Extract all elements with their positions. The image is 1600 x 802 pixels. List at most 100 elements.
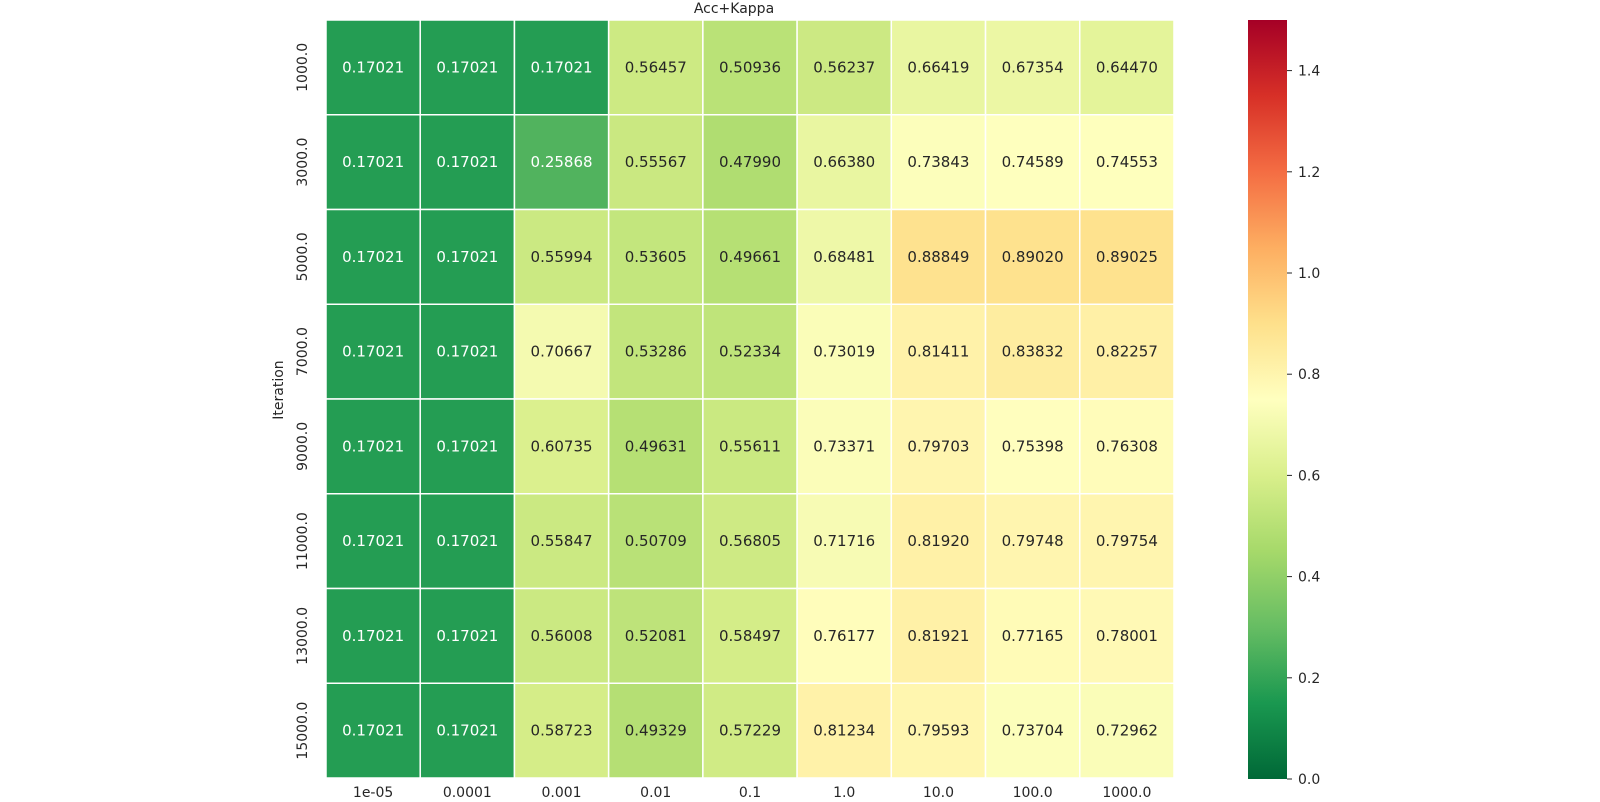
heatmap-cell-r6-c1 [419, 587, 516, 684]
cell-value-r4-c8: 0.76308 [1096, 437, 1158, 455]
cell-value-r2-c0: 0.17021 [342, 248, 404, 266]
cell-value-r7-c5: 0.81234 [813, 722, 875, 740]
heatmap-cell-r4-c2 [513, 398, 610, 495]
heatmap-cell-r7-c3 [607, 682, 704, 779]
heatmap-cell-r7-c5 [796, 682, 893, 779]
cell-value-r7-c8: 0.72962 [1096, 722, 1158, 740]
cell-value-r3-c8: 0.82257 [1096, 343, 1158, 361]
cell-value-r6-c7: 0.77165 [1002, 627, 1064, 645]
heatmap-cell-r7-c6 [890, 682, 987, 779]
heatmap-cell-r1-c7 [984, 114, 1081, 211]
cell-value-r3-c2: 0.70667 [531, 343, 593, 361]
cell-value-r0-c4: 0.50936 [719, 58, 781, 76]
y-tick-label-1: 3000.0 [295, 138, 311, 187]
cell-value-r3-c4: 0.52334 [719, 343, 781, 361]
heatmap-cell-r1-c6 [890, 114, 987, 211]
cell-value-r1-c5: 0.66380 [813, 153, 875, 171]
heatmap-cell-r3-c0 [325, 303, 421, 400]
y-axis-label: Iteration [271, 360, 287, 419]
cell-value-r0-c0: 0.17021 [342, 58, 404, 76]
heatmap-cell-r2-c0 [325, 208, 421, 305]
cell-value-r0-c3: 0.56457 [625, 58, 687, 76]
y-tick-label-0: 1000.0 [295, 43, 311, 92]
heatmap-cell-r3-c1 [419, 303, 516, 400]
heatmap-cell-r7-c0 [325, 682, 421, 779]
colorbar [1248, 20, 1287, 779]
colorbar-tick-label-0: 0.0 [1298, 772, 1320, 788]
heatmap-cell-r2-c1 [419, 208, 516, 305]
heatmap-cell-r4-c0 [325, 398, 421, 495]
cell-value-r2-c8: 0.89025 [1096, 248, 1158, 266]
cell-value-r3-c7: 0.83832 [1002, 343, 1064, 361]
colorbar-tick-label-2: 0.4 [1298, 570, 1320, 586]
heatmap-cell-r0-c5 [796, 19, 893, 116]
cell-value-r1-c4: 0.47990 [719, 153, 781, 171]
x-tick-label-8: 1000.0 [1102, 785, 1151, 801]
cell-value-r2-c3: 0.53605 [625, 248, 687, 266]
cell-value-r5-c4: 0.56805 [719, 532, 781, 550]
heatmap-cell-r0-c1 [419, 19, 516, 116]
heatmap-cell-r3-c8 [1079, 303, 1175, 400]
cell-value-r4-c4: 0.55611 [719, 437, 781, 455]
cell-value-r4-c7: 0.75398 [1002, 437, 1064, 455]
colorbar-tick-label-6: 1.2 [1298, 165, 1320, 181]
heatmap-cell-r7-c2 [513, 682, 610, 779]
x-tick-label-2: 0.001 [542, 785, 582, 801]
heatmap-cell-r3-c3 [607, 303, 704, 400]
cell-value-r5-c1: 0.17021 [436, 532, 498, 550]
cell-value-r6-c2: 0.56008 [531, 627, 593, 645]
heatmap-cell-r0-c2 [513, 19, 610, 116]
y-tick-label-2: 5000.0 [295, 232, 311, 281]
cell-value-r6-c6: 0.81921 [907, 627, 969, 645]
heatmap-cell-r6-c6 [890, 587, 987, 684]
x-tick-labels: 1e-05 0.0001 0.001 0.01 0.1 1.0 10.0 100.0 1000.… [353, 785, 1151, 801]
colorbar-tick-label-1: 0.2 [1298, 671, 1320, 687]
cell-value-r5-c0: 0.17021 [342, 532, 404, 550]
cell-value-r3-c1: 0.17021 [436, 343, 498, 361]
heatmap-cell-r0-c7 [984, 19, 1081, 116]
cell-value-r1-c0: 0.17021 [342, 153, 404, 171]
heatmap-cell-r5-c0 [325, 493, 421, 590]
cell-value-r2-c1: 0.17021 [436, 248, 498, 266]
heatmap-cell-r5-c2 [513, 493, 610, 590]
cell-value-r3-c0: 0.17021 [342, 343, 404, 361]
cell-value-r4-c0: 0.17021 [342, 437, 404, 455]
y-tick-label-4: 9000.0 [295, 422, 311, 471]
chart-title: Acc+Kappa [694, 1, 774, 17]
cell-value-r1-c6: 0.73843 [907, 153, 969, 171]
cell-value-r6-c4: 0.58497 [719, 627, 781, 645]
cell-value-r7-c2: 0.58723 [531, 722, 593, 740]
y-tick-label-6: 13000.0 [295, 607, 311, 665]
heatmap-cell-r2-c4 [702, 208, 798, 305]
cell-value-r7-c7: 0.73704 [1002, 722, 1064, 740]
cell-value-r1-c2: 0.25868 [531, 153, 593, 171]
cell-value-r2-c7: 0.89020 [1002, 248, 1064, 266]
cell-value-r1-c3: 0.55567 [625, 153, 687, 171]
cell-value-r0-c6: 0.66419 [907, 58, 969, 76]
y-tick-labels: 1000.0 3000.0 5000.0 7000.0 9000.0 11000.0 130… [295, 43, 311, 760]
cell-value-r1-c7: 0.74589 [1002, 153, 1064, 171]
heatmap-cell-r5-c7 [984, 493, 1081, 590]
colorbar-tick-label-3: 0.6 [1298, 468, 1320, 484]
cell-value-r2-c2: 0.55994 [531, 248, 593, 266]
cell-value-r3-c3: 0.53286 [625, 343, 687, 361]
cell-value-r0-c5: 0.56237 [813, 58, 875, 76]
heatmap-cell-r2-c8 [1079, 208, 1175, 305]
y-tick-label-5: 11000.0 [295, 512, 311, 570]
heatmap-cell-r1-c4 [702, 114, 798, 211]
heatmap-cell-labels: 0.17021 0.17021 0.17021 0.56457 0.50936 0.562… [342, 58, 1158, 739]
y-tick-label-7: 15000.0 [295, 702, 311, 760]
colorbar-tick-label-4: 0.8 [1298, 367, 1320, 383]
cell-value-r4-c3: 0.49631 [625, 437, 687, 455]
cell-value-r3-c5: 0.73019 [813, 343, 875, 361]
colorbar-tick-label-5: 1.0 [1298, 266, 1320, 282]
heatmap-cell-r7-c4 [702, 682, 798, 779]
x-tick-label-5: 1.0 [833, 785, 855, 801]
cell-value-r5-c3: 0.50709 [625, 532, 687, 550]
cell-value-r0-c1: 0.17021 [436, 58, 498, 76]
cell-value-r5-c5: 0.71716 [813, 532, 875, 550]
heatmap-cell-r5-c1 [419, 493, 516, 590]
cell-value-r4-c6: 0.79703 [907, 437, 969, 455]
cell-value-r4-c2: 0.60735 [531, 437, 593, 455]
